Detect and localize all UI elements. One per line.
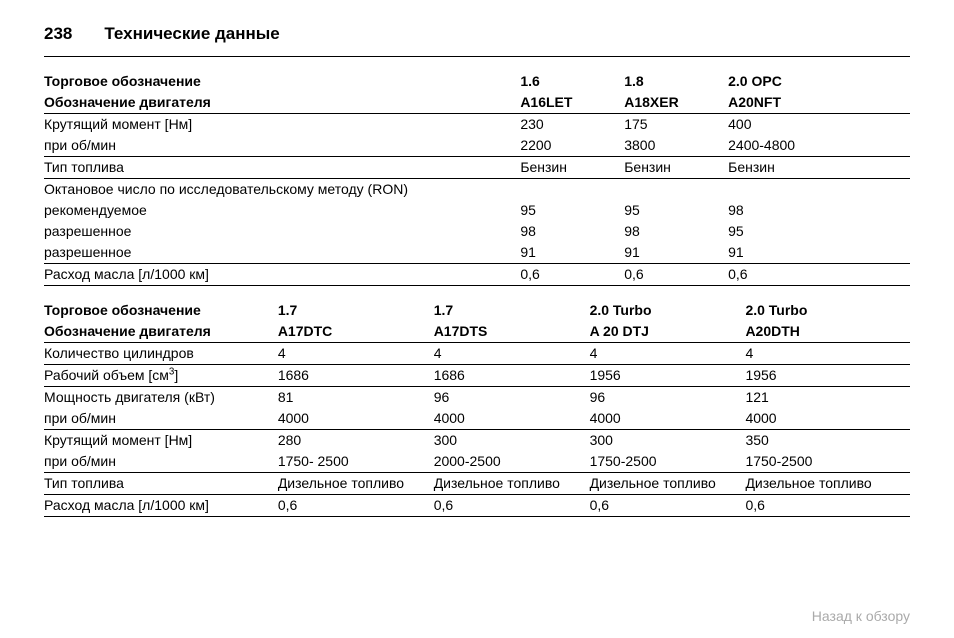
t2-cell: 350 <box>745 430 910 452</box>
t2-row-label: Крутящий момент [Нм] <box>44 430 278 452</box>
t2-row-label: Количество цилиндров <box>44 343 278 365</box>
t1-hdr1-c2: 1.8 <box>624 71 728 92</box>
t1-cell: 91 <box>624 242 728 264</box>
t1-hdr1-label: Торговое обозначение <box>44 71 520 92</box>
t2-hdr2-label: Обозначение двигателя <box>44 321 278 343</box>
t1-cell: 2200 <box>520 135 624 157</box>
t2-cell: 280 <box>278 430 434 452</box>
t1-cell: 0,6 <box>520 264 624 286</box>
t2-cell: 1956 <box>745 365 910 387</box>
t2-hdr1-c1: 1.7 <box>278 300 434 321</box>
t2-cell: 4000 <box>590 408 746 430</box>
t2-hdr1-c2: 1.7 <box>434 300 590 321</box>
page-number: 238 <box>44 24 72 44</box>
t2-hdr2-c3: A 20 DTJ <box>590 321 746 343</box>
t1-hdr1-c1: 1.6 <box>520 71 624 92</box>
t1-cell: Бензин <box>728 157 910 179</box>
t2-hdr2-c1: A17DTC <box>278 321 434 343</box>
t1-row-label: Расход масла [л/1000 км] <box>44 264 520 286</box>
t1-cell: 95 <box>624 200 728 221</box>
t2-row-label: Расход масла [л/1000 км] <box>44 495 278 517</box>
t1-cell <box>728 179 910 201</box>
t2-cell: Дизельное топливо <box>745 473 910 495</box>
t1-cell: 98 <box>520 221 624 242</box>
t1-cell: Бензин <box>520 157 624 179</box>
t1-hdr2-c2: A18XER <box>624 92 728 114</box>
spec-table-1: Торговое обозначение 1.6 1.8 2.0 OPC Обо… <box>44 71 910 286</box>
t1-row-label: Тип топлива <box>44 157 520 179</box>
t2-cell: 300 <box>590 430 746 452</box>
t2-cell: 96 <box>590 387 746 409</box>
header-rule <box>44 56 910 57</box>
t2-hdr2-c2: A17DTS <box>434 321 590 343</box>
t1-cell: 95 <box>520 200 624 221</box>
t1-hdr2-c1: A16LET <box>520 92 624 114</box>
t2-hdr1-label: Торговое обозначение <box>44 300 278 321</box>
t2-cell: 4000 <box>278 408 434 430</box>
t1-cell <box>520 179 624 201</box>
t2-cell: 300 <box>434 430 590 452</box>
t1-cell: 0,6 <box>728 264 910 286</box>
t2-cell: 1750-2500 <box>590 451 746 473</box>
t2-cell: 4 <box>434 343 590 365</box>
t1-row-label: Крутящий момент [Нм] <box>44 114 520 136</box>
t2-cell: 1686 <box>278 365 434 387</box>
t2-cell: 121 <box>745 387 910 409</box>
t1-hdr1-c3: 2.0 OPC <box>728 71 910 92</box>
t2-cell: 4000 <box>745 408 910 430</box>
t1-cell: 2400-4800 <box>728 135 910 157</box>
t2-cell: 1750-2500 <box>745 451 910 473</box>
t2-cell: 4 <box>745 343 910 365</box>
t1-cell: 91 <box>520 242 624 264</box>
t2-cell: Дизельное топливо <box>434 473 590 495</box>
t2-cell: 4000 <box>434 408 590 430</box>
t2-row-label: Тип топлива <box>44 473 278 495</box>
t1-cell: 175 <box>624 114 728 136</box>
t1-hdr2-label: Обозначение двигателя <box>44 92 520 114</box>
t2-hdr1-c4: 2.0 Turbo <box>745 300 910 321</box>
t2-cell: 4 <box>278 343 434 365</box>
back-to-overview-link[interactable]: Назад к обзору <box>812 608 910 624</box>
page-header: 238 Технические данные <box>44 24 910 44</box>
section-title: Технические данные <box>104 24 279 44</box>
t2-cell: 1750- 2500 <box>278 451 434 473</box>
t2-cell: 0,6 <box>278 495 434 517</box>
t2-row-label: Мощность двигателя (кВт) <box>44 387 278 409</box>
t1-cell: 95 <box>728 221 910 242</box>
t1-row-label: рекомендуемое <box>44 200 520 221</box>
t1-row-label: разрешенное <box>44 242 520 264</box>
t2-cell: 4 <box>590 343 746 365</box>
t1-cell: 400 <box>728 114 910 136</box>
t2-cell: 1686 <box>434 365 590 387</box>
t2-hdr1-c3: 2.0 Turbo <box>590 300 746 321</box>
spec-table-2: Торговое обозначение 1.7 1.7 2.0 Turbo 2… <box>44 300 910 517</box>
t2-cell: 81 <box>278 387 434 409</box>
t2-hdr2-c4: A20DTH <box>745 321 910 343</box>
t1-row-label: разрешенное <box>44 221 520 242</box>
t1-hdr2-c3: A20NFT <box>728 92 910 114</box>
t2-row-label: при об/мин <box>44 408 278 430</box>
t2-cell: 0,6 <box>745 495 910 517</box>
t1-cell: 230 <box>520 114 624 136</box>
t2-cell: 96 <box>434 387 590 409</box>
t2-row-label: при об/мин <box>44 451 278 473</box>
t1-cell: 98 <box>728 200 910 221</box>
t1-cell: 91 <box>728 242 910 264</box>
t2-cell: 0,6 <box>434 495 590 517</box>
t2-cell: Дизельное топливо <box>590 473 746 495</box>
t1-row-label: Октановое число по исследовательскому ме… <box>44 179 520 201</box>
t1-cell: 0,6 <box>624 264 728 286</box>
t1-cell <box>624 179 728 201</box>
t2-cell: 2000-2500 <box>434 451 590 473</box>
t2-row-label: Рабочий объем [см3] <box>44 365 278 387</box>
t1-cell: 3800 <box>624 135 728 157</box>
t1-cell: 98 <box>624 221 728 242</box>
t2-cell: 1956 <box>590 365 746 387</box>
t1-cell: Бензин <box>624 157 728 179</box>
t2-cell: Дизельное топливо <box>278 473 434 495</box>
t1-row-label: при об/мин <box>44 135 520 157</box>
t2-cell: 0,6 <box>590 495 746 517</box>
